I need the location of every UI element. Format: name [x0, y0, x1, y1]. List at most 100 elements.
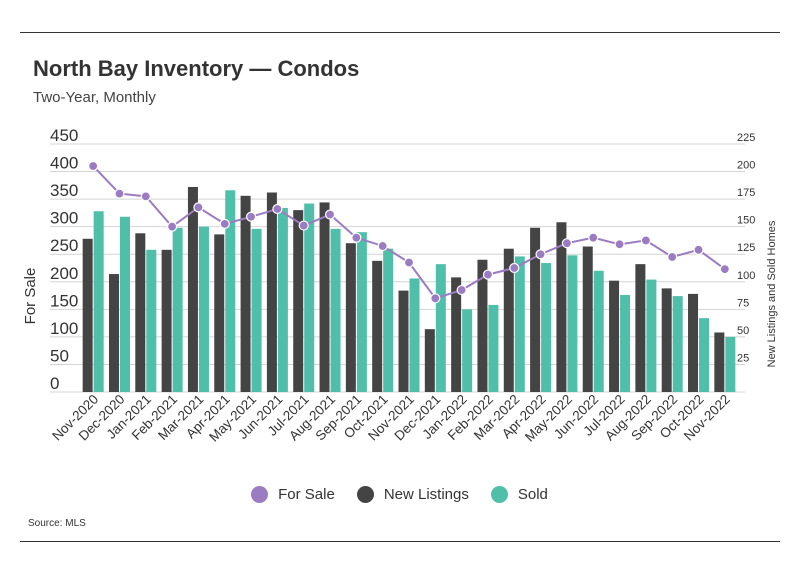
new-listings-bar	[635, 264, 646, 392]
sold-bar	[488, 304, 499, 392]
sold-bar	[172, 227, 183, 392]
sold-bar	[435, 264, 446, 392]
y-axis-label: For Sale	[22, 268, 39, 325]
sold-bar	[198, 226, 209, 392]
for-sale-point	[114, 188, 125, 199]
new-listings-bar	[345, 243, 356, 392]
legend-label: For Sale	[278, 486, 335, 503]
for-sale-line	[88, 160, 730, 304]
for-sale-point	[430, 293, 441, 304]
top-rule	[20, 32, 780, 33]
sold-bar	[699, 318, 710, 392]
new-listings-bar	[372, 260, 383, 392]
left-tick-label: 200	[50, 264, 78, 283]
sold-bar	[146, 249, 157, 392]
right-tick-label: 50	[737, 325, 749, 337]
source-note: Source: MLS	[28, 518, 86, 529]
for-sale-point	[88, 160, 99, 172]
sold-bar	[251, 228, 262, 392]
for-sale-point	[403, 257, 415, 268]
sold-bar	[541, 263, 552, 392]
for-sale-point	[482, 269, 494, 280]
left-tick-label: 300	[50, 209, 78, 228]
sold-bar	[330, 228, 341, 392]
for-sale-point	[667, 251, 678, 263]
for-sale-point	[298, 220, 309, 231]
left-tick-label: 250	[50, 236, 78, 255]
new-listings-bar	[108, 274, 119, 392]
sold-bar	[672, 296, 683, 392]
right-axis-ticks: 25 50 75 100 125 150 175 200 225	[737, 132, 755, 364]
new-listings-bar	[556, 222, 567, 392]
right-tick-label: 225	[737, 132, 755, 144]
new-listings-bar	[135, 233, 146, 392]
left-tick-label: 350	[50, 181, 78, 200]
for-sale-point	[245, 211, 257, 222]
legend-label: New Listings	[383, 486, 469, 503]
for-sale-point	[351, 232, 362, 243]
right-tick-label: 200	[737, 160, 755, 172]
legend-swatch	[490, 486, 508, 503]
sold-bar	[725, 336, 736, 392]
for-sale-point	[140, 191, 151, 202]
legend-item: For Sale	[251, 486, 335, 503]
sold-bar	[304, 203, 315, 392]
for-sale-point	[693, 244, 704, 255]
new-listings-bar	[609, 280, 620, 392]
for-sale-point	[509, 262, 520, 274]
sold-bar	[356, 232, 367, 392]
new-listings-bar	[240, 195, 251, 392]
new-listings-bar	[161, 249, 172, 392]
left-tick-label: 150	[50, 291, 78, 310]
for-sale-point	[324, 209, 336, 220]
new-listings-bar	[582, 246, 593, 392]
new-listings-bar	[293, 210, 304, 392]
new-listings-bar	[187, 186, 198, 392]
new-listings-bar	[424, 329, 435, 392]
new-listings-bar	[266, 192, 277, 392]
sold-bar	[409, 278, 420, 392]
left-tick-label: 450	[50, 126, 78, 145]
sold-bar	[567, 255, 578, 392]
left-tick-label: 100	[50, 319, 78, 338]
for-sale-point	[588, 232, 599, 243]
for-sale-point	[219, 218, 230, 230]
chart-title: North Bay Inventory — Condos	[33, 56, 360, 81]
for-sale-point	[272, 203, 283, 215]
sold-bar	[277, 207, 288, 392]
legend-swatch	[251, 486, 269, 503]
chart-area: 0 50 100 150 200 250 300 350 400 450 25 50 75 100 125…	[22, 126, 778, 445]
right-tick-label: 25	[737, 352, 749, 364]
for-sale-point	[640, 235, 651, 246]
new-listings-bar	[688, 293, 699, 392]
legend: For Sale New Listings Sold	[0, 486, 799, 503]
legend-item: New Listings	[356, 486, 469, 503]
right-tick-label: 125	[737, 242, 755, 254]
sold-bar	[93, 211, 104, 392]
sold-bar	[593, 270, 604, 392]
sold-bar	[514, 256, 525, 392]
for-sale-point	[377, 240, 388, 252]
left-tick-label: 0	[50, 374, 59, 393]
new-listings-bar	[530, 227, 541, 392]
for-sale-point	[193, 202, 204, 213]
right-tick-label: 100	[737, 270, 755, 282]
y2-axis-label: New Listings and Sold Homes	[766, 220, 778, 367]
sold-bar	[119, 216, 130, 392]
left-tick-label: 50	[50, 346, 69, 365]
for-sale-point	[167, 221, 178, 232]
legend-item: Sold	[490, 486, 548, 503]
legend-swatch	[356, 486, 374, 503]
for-sale-point	[535, 249, 546, 260]
for-sale-line-path	[92, 165, 726, 300]
for-sale-point	[719, 264, 730, 275]
legend-label: Sold	[517, 486, 548, 503]
new-listings-bar	[82, 238, 93, 392]
sold-bar	[462, 309, 473, 392]
right-tick-label: 150	[737, 215, 755, 227]
for-sale-point	[561, 238, 573, 249]
sold-bar	[620, 295, 631, 392]
left-axis-ticks: 0 50 100 150 200 250 300 350 400 450	[50, 126, 78, 393]
new-listings-bar	[661, 288, 672, 392]
bars	[82, 186, 736, 392]
